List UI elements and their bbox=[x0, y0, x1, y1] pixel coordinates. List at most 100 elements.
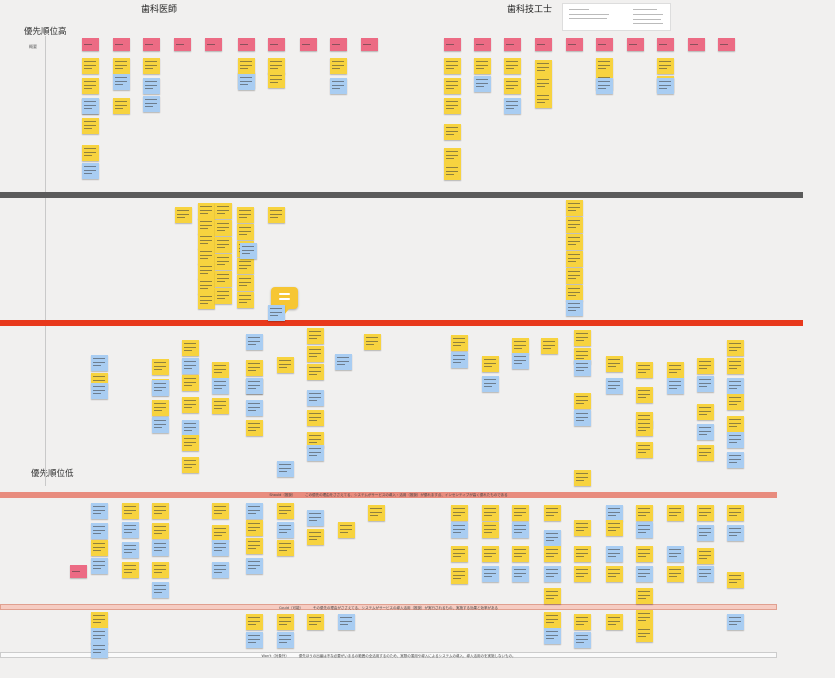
sticky-note-yellow[interactable] bbox=[198, 293, 215, 309]
sticky-note-yellow[interactable] bbox=[657, 58, 674, 74]
sticky-note-yellow[interactable] bbox=[152, 359, 169, 375]
sticky-note-yellow[interactable] bbox=[152, 523, 169, 539]
sticky-note-yellow[interactable] bbox=[198, 233, 215, 249]
sticky-note-blue[interactable] bbox=[91, 355, 108, 371]
sticky-note-blue[interactable] bbox=[212, 378, 229, 394]
sticky-note-yellow[interactable] bbox=[697, 505, 714, 521]
sticky-note-yellow[interactable] bbox=[474, 58, 491, 74]
sticky-note-yellow[interactable] bbox=[535, 60, 552, 76]
sticky-note-pink[interactable] bbox=[504, 38, 521, 51]
sticky-note-blue[interactable] bbox=[697, 525, 714, 541]
sticky-note-yellow[interactable] bbox=[544, 612, 561, 628]
sticky-note-yellow[interactable] bbox=[482, 522, 499, 538]
sticky-note-blue[interactable] bbox=[152, 380, 169, 396]
sticky-note-yellow[interactable] bbox=[451, 568, 468, 584]
sticky-note-blue[interactable] bbox=[667, 546, 684, 562]
sticky-note-blue[interactable] bbox=[636, 522, 653, 538]
sticky-note-yellow[interactable] bbox=[307, 364, 324, 380]
sticky-note-yellow[interactable] bbox=[182, 457, 199, 473]
sticky-note-yellow[interactable] bbox=[544, 505, 561, 521]
sticky-note-yellow[interactable] bbox=[237, 292, 254, 308]
sticky-note-pink[interactable] bbox=[657, 38, 674, 51]
sticky-note-blue[interactable] bbox=[606, 378, 623, 394]
sticky-note-blue[interactable] bbox=[91, 523, 108, 539]
sticky-note-yellow[interactable] bbox=[212, 362, 229, 378]
sticky-note-blue[interactable] bbox=[512, 522, 529, 538]
sticky-note-yellow[interactable] bbox=[215, 203, 232, 219]
sticky-note-blue[interactable] bbox=[606, 505, 623, 521]
sticky-note-yellow[interactable] bbox=[574, 520, 591, 536]
sticky-note-yellow[interactable] bbox=[277, 614, 294, 630]
sticky-note-yellow[interactable] bbox=[152, 562, 169, 578]
sticky-note-yellow[interactable] bbox=[574, 330, 591, 346]
sticky-note-yellow[interactable] bbox=[198, 248, 215, 264]
sticky-note-blue[interactable] bbox=[143, 78, 160, 94]
sticky-note-yellow[interactable] bbox=[82, 145, 99, 161]
sticky-note-pink[interactable] bbox=[268, 38, 285, 51]
sticky-note-yellow[interactable] bbox=[307, 410, 324, 426]
sticky-note-pink[interactable] bbox=[444, 38, 461, 51]
sticky-note-blue[interactable] bbox=[277, 522, 294, 538]
sticky-note-yellow[interactable] bbox=[574, 614, 591, 630]
sticky-note-yellow[interactable] bbox=[113, 98, 130, 114]
sticky-note-blue[interactable] bbox=[697, 424, 714, 440]
sticky-note-blue[interactable] bbox=[544, 628, 561, 644]
sticky-note-blue[interactable] bbox=[182, 420, 199, 436]
sticky-note-yellow[interactable] bbox=[544, 588, 561, 604]
sticky-note-yellow[interactable] bbox=[444, 78, 461, 94]
sticky-note-pink[interactable] bbox=[174, 38, 191, 51]
sticky-note-yellow[interactable] bbox=[667, 362, 684, 378]
sticky-note-blue[interactable] bbox=[544, 530, 561, 546]
sticky-note-yellow[interactable] bbox=[727, 572, 744, 588]
sticky-note-pink[interactable] bbox=[361, 38, 378, 51]
sticky-note-blue[interactable] bbox=[667, 378, 684, 394]
sticky-note-yellow[interactable] bbox=[215, 254, 232, 270]
sticky-note-blue[interactable] bbox=[330, 78, 347, 94]
sticky-note-blue[interactable] bbox=[474, 76, 491, 92]
sticky-note-yellow[interactable] bbox=[606, 356, 623, 372]
sticky-note-yellow[interactable] bbox=[667, 505, 684, 521]
sticky-note-blue[interactable] bbox=[122, 522, 139, 538]
sticky-note-yellow[interactable] bbox=[451, 546, 468, 562]
sticky-note-yellow[interactable] bbox=[246, 520, 263, 536]
sticky-note-yellow[interactable] bbox=[566, 234, 583, 250]
sticky-note-yellow[interactable] bbox=[212, 503, 229, 519]
sticky-note-pink[interactable] bbox=[238, 38, 255, 51]
sticky-note-yellow[interactable] bbox=[636, 626, 653, 642]
sticky-note-yellow[interactable] bbox=[198, 203, 215, 219]
sticky-note-pink[interactable] bbox=[718, 38, 735, 51]
sticky-note-yellow[interactable] bbox=[82, 78, 99, 94]
sticky-note-blue[interactable] bbox=[91, 383, 108, 399]
sticky-note-yellow[interactable] bbox=[237, 275, 254, 291]
sticky-note-yellow[interactable] bbox=[246, 360, 263, 376]
sticky-note-yellow[interactable] bbox=[566, 285, 583, 301]
sticky-note-yellow[interactable] bbox=[636, 610, 653, 626]
sticky-note-yellow[interactable] bbox=[368, 505, 385, 521]
sticky-note-blue[interactable] bbox=[504, 98, 521, 114]
sticky-note-yellow[interactable] bbox=[246, 420, 263, 436]
sticky-note-pink[interactable] bbox=[535, 38, 552, 51]
sticky-note-yellow[interactable] bbox=[574, 393, 591, 409]
sticky-note-yellow[interactable] bbox=[566, 200, 583, 216]
sticky-note-yellow[interactable] bbox=[636, 362, 653, 378]
info-panel[interactable] bbox=[562, 3, 671, 31]
sticky-note-yellow[interactable] bbox=[277, 540, 294, 556]
sticky-note-yellow[interactable] bbox=[277, 503, 294, 519]
sticky-note-blue[interactable] bbox=[657, 78, 674, 94]
sticky-note-yellow[interactable] bbox=[268, 207, 285, 223]
sticky-note-blue[interactable] bbox=[246, 632, 263, 648]
sticky-note-yellow[interactable] bbox=[606, 566, 623, 582]
sticky-note-blue[interactable] bbox=[566, 300, 583, 316]
sticky-note-yellow[interactable] bbox=[307, 328, 324, 344]
sticky-note-yellow[interactable] bbox=[182, 375, 199, 391]
sticky-note-yellow[interactable] bbox=[636, 442, 653, 458]
sticky-note-pink[interactable] bbox=[566, 38, 583, 51]
sticky-note-pink[interactable] bbox=[474, 38, 491, 51]
sticky-note-blue[interactable] bbox=[143, 96, 160, 112]
sticky-note-yellow[interactable] bbox=[198, 278, 215, 294]
sticky-note-blue[interactable] bbox=[451, 522, 468, 538]
sticky-note-yellow[interactable] bbox=[566, 251, 583, 267]
sticky-note-blue[interactable] bbox=[727, 378, 744, 394]
sticky-note-yellow[interactable] bbox=[268, 72, 285, 88]
sticky-note-yellow[interactable] bbox=[444, 124, 461, 140]
